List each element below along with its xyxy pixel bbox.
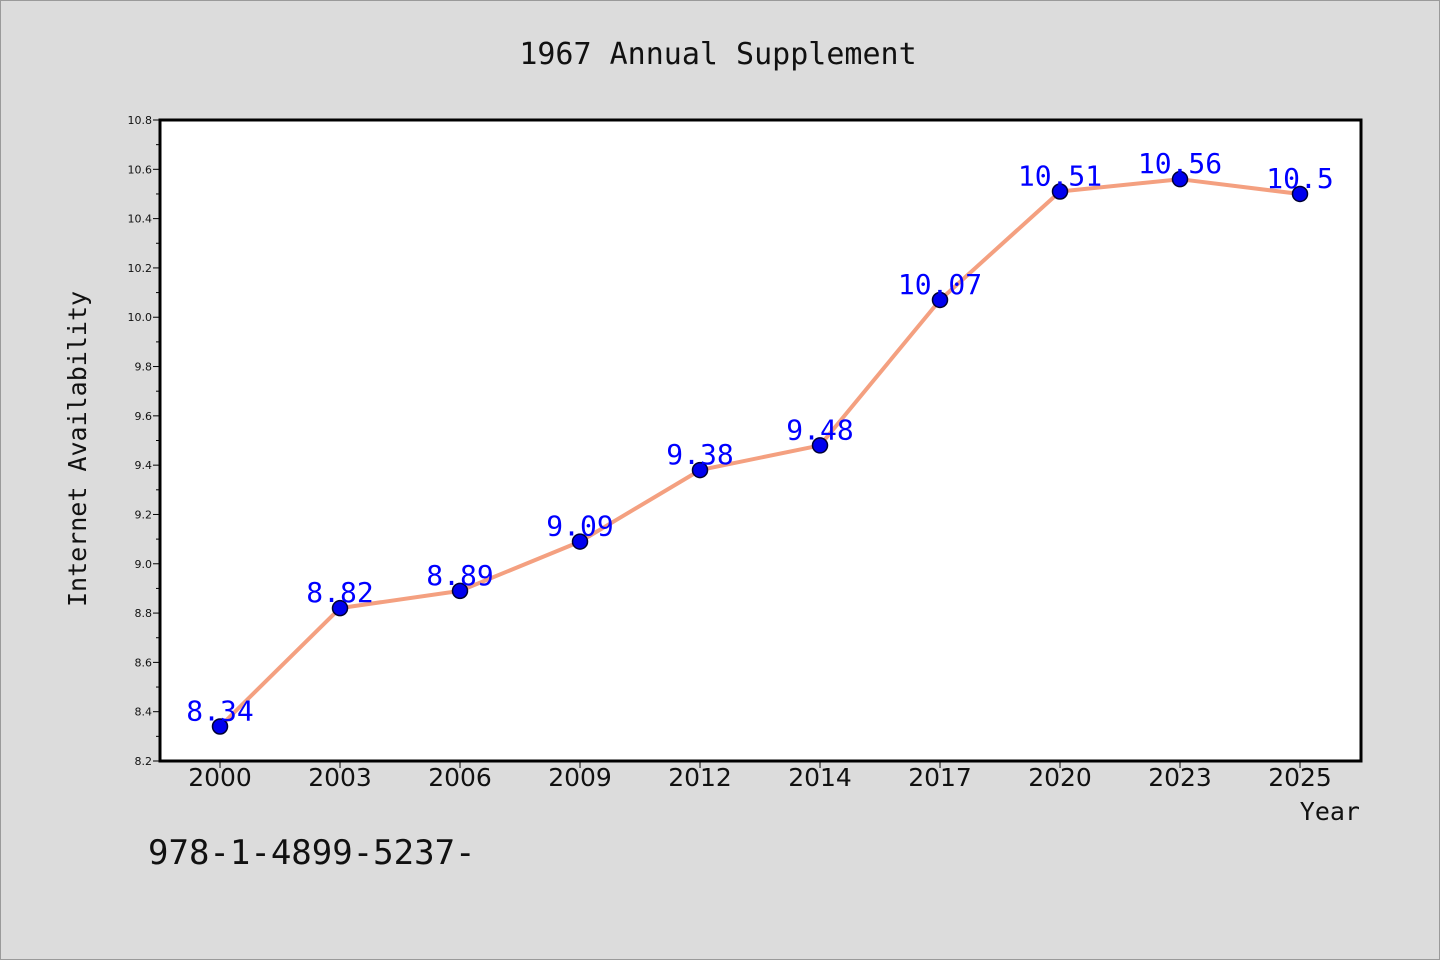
data-labels: 8.34 8.82 8.89 9.09 9.38 9.48 10.07 10.51 10.56 1… [186, 147, 1333, 727]
y-tick-label: 9.8 [135, 361, 153, 374]
data-point [1291, 185, 1309, 203]
y-tick-label: 8.4 [135, 706, 153, 719]
y-tick-label: 8.2 [135, 755, 153, 768]
data-point [1171, 170, 1189, 188]
data-point [691, 461, 709, 479]
data-label: 9.09 [546, 510, 613, 543]
data-label: 10.5 [1266, 162, 1333, 195]
y-tick-label: 9.6 [135, 410, 153, 423]
data-point [931, 291, 949, 309]
data-point [811, 437, 829, 454]
x-tick-label: 2017 [908, 763, 972, 792]
data-point [331, 599, 349, 617]
data-point [211, 718, 229, 735]
data-label: 8.34 [186, 694, 253, 727]
x-tick-label: 2000 [188, 763, 252, 792]
data-markers [211, 170, 1309, 735]
data-label: 9.48 [786, 413, 853, 446]
isbn-footnote: 978-1-4899-5237- [148, 833, 476, 873]
y-tick-label: 8.6 [135, 656, 153, 669]
x-tick-label: 2009 [548, 763, 612, 792]
y-tick-label: 9.4 [135, 459, 153, 472]
data-point [571, 533, 589, 550]
chart-title: 1967 Annual Supplement [519, 37, 916, 72]
x-tick-label: 2025 [1268, 763, 1332, 792]
y-tick-label: 10.6 [128, 163, 153, 176]
data-label: 10.51 [1018, 159, 1102, 192]
x-tick-label: 2006 [428, 763, 492, 792]
x-tick-label: 2014 [788, 763, 852, 792]
data-label: 10.56 [1138, 147, 1222, 180]
x-axis-label: Year [1300, 797, 1360, 826]
x-tick-label: 2020 [1028, 763, 1092, 792]
y-tick-label: 10.0 [128, 311, 153, 324]
y-tick-label: 10.8 [128, 114, 153, 127]
x-axis-ticks: 2000 2003 2006 2009 2012 2014 2017 2020 2023 2025 [188, 761, 1332, 792]
data-label: 9.38 [666, 438, 733, 471]
data-point [1051, 183, 1069, 200]
data-label: 8.82 [306, 576, 373, 609]
y-axis-label: Internet Availability [63, 291, 92, 607]
y-axis-ticks: 8.2 8.4 8.6 8.8 9.0 9.2 9.4 9.6 9.8 10.0 10.2 10.4 1… [128, 114, 160, 768]
series-line [218, 177, 1302, 729]
y-tick-label: 9.2 [135, 508, 153, 521]
y-tick-label: 9.0 [135, 558, 153, 571]
x-tick-label: 2023 [1148, 763, 1212, 792]
y-tick-label: 8.8 [135, 607, 153, 620]
x-tick-label: 2003 [308, 763, 372, 792]
plot-area [158, 118, 1363, 763]
data-point [451, 582, 469, 600]
x-tick-label: 2012 [668, 763, 732, 792]
data-label: 8.89 [426, 559, 493, 592]
data-label: 10.07 [898, 268, 982, 301]
y-tick-label: 10.2 [128, 262, 153, 275]
y-tick-label: 10.4 [128, 213, 153, 226]
